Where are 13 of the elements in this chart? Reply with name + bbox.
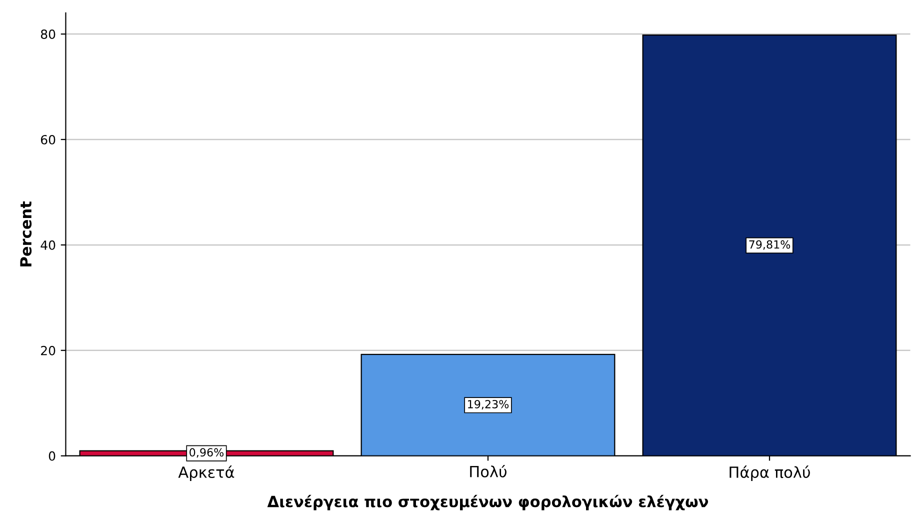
y-tick-label: 60	[40, 134, 56, 144]
data-label: 19,23%	[468, 400, 509, 410]
x-tick-label: Πολύ	[470, 464, 506, 478]
data-label: 0,96%	[190, 448, 224, 458]
y-tick-label: 80	[40, 30, 56, 39]
x-tick-label: Αρκετά	[178, 466, 234, 481]
y-tick-label: 20	[41, 346, 56, 356]
data-label: 79,81%	[749, 240, 790, 250]
y-tick-label: 0	[48, 451, 56, 461]
y-axis-title: Percent	[20, 201, 32, 266]
y-tick-label: 40	[40, 240, 56, 250]
x-tick-label: Πάρα πολύ	[730, 466, 810, 481]
x-axis-title: Διενέργεια πιο στοχευμένων φορολογικών ελέγχων	[267, 494, 708, 510]
